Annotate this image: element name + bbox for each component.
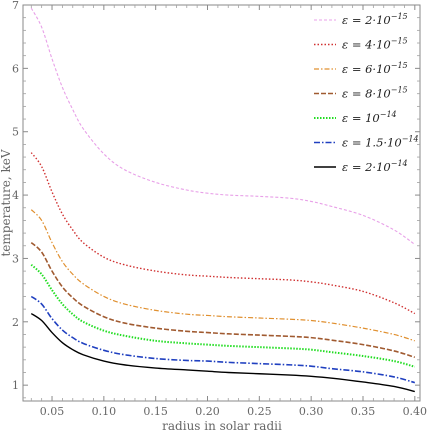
legend-label-6: ε = 1.5·10−14 <box>342 135 419 150</box>
x-axis-title: radius in solar radii <box>162 419 282 433</box>
legend-label-3: ε = 6·10−15 <box>342 61 408 76</box>
legend-label-text: ε = 8·10 <box>342 87 391 101</box>
series-line-1 <box>30 7 416 245</box>
legend-label-text: ε = 4·10 <box>342 38 391 52</box>
series-line-7 <box>30 312 415 393</box>
x-tick-label: 0.35 <box>351 405 376 418</box>
y-tick-label: 1 <box>12 379 19 392</box>
series-line-4 <box>30 241 416 359</box>
legend-label-7: ε = 2·10−14 <box>342 159 408 174</box>
legend-label-exponent: −15 <box>391 37 408 46</box>
x-tick-label: 0.15 <box>143 405 168 418</box>
legend-label-text: ε = 1.5·10 <box>342 136 402 150</box>
plot-frame <box>22 4 421 402</box>
x-tick-label: 0.10 <box>92 405 117 418</box>
x-tick-label: 0.25 <box>247 405 272 418</box>
x-tick-label: 0.05 <box>40 405 65 418</box>
axis-ticks: 0.05 0.10 0.15 0.20 0.25 0.30 0.35 0.40 1 2 3 4 5 6 7 <box>12 0 427 418</box>
legend-label-exponent: −14 <box>380 110 397 119</box>
x-tick-label: 0.30 <box>299 405 324 418</box>
legend-label-text: ε = 6·10 <box>342 62 391 76</box>
legend-label-exponent: −15 <box>391 12 408 21</box>
y-tick-label: 3 <box>12 252 19 265</box>
legend-label-exponent: −15 <box>391 86 408 95</box>
legend-label-exponent: −15 <box>391 61 408 70</box>
legend: ε = 2·10−15ε = 4·10−15ε = 6·10−15ε = 8·1… <box>314 12 419 174</box>
series-line-5 <box>30 264 416 368</box>
legend-label-4: ε = 8·10−15 <box>342 86 408 101</box>
x-tick-label: 0.40 <box>403 405 427 418</box>
legend-label-2: ε = 4·10−15 <box>342 37 408 52</box>
legend-label-text: ε = 2·10 <box>342 13 391 27</box>
legend-label-exponent: −14 <box>391 159 408 168</box>
y-tick-label: 2 <box>12 316 19 329</box>
legend-label-1: ε = 2·10−15 <box>342 12 408 27</box>
y-tick-label: 7 <box>12 0 19 12</box>
y-tick-label: 4 <box>12 189 19 202</box>
legend-label-text: ε = 10 <box>342 111 380 125</box>
y-tick-label: 6 <box>12 62 19 75</box>
series-line-6 <box>30 295 416 384</box>
series-line-3 <box>30 209 415 342</box>
y-tick-label: 5 <box>12 126 19 139</box>
legend-label-text: ε = 2·10 <box>342 160 391 174</box>
x-tick-label: 0.20 <box>195 405 220 418</box>
legend-label-exponent: −14 <box>402 135 419 144</box>
series-line-2 <box>30 152 416 315</box>
data-series <box>30 7 416 393</box>
legend-label-5: ε = 10−14 <box>342 110 397 125</box>
y-axis-title: temperature, keV <box>0 149 13 256</box>
